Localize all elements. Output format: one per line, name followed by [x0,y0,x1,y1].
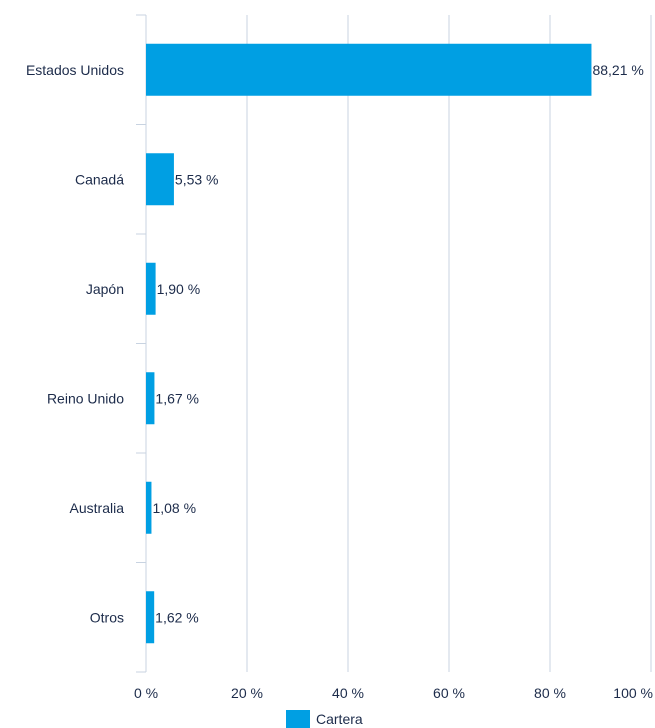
category-label: Reino Unido [47,390,124,406]
bar [146,43,592,96]
data-label: 5,53 % [175,171,219,187]
bar [146,372,155,425]
x-tick-label: 80 % [534,685,566,701]
data-label: 1,90 % [157,281,201,297]
x-tick-label: 40 % [332,685,364,701]
legend: Cartera [286,710,363,728]
bar [146,153,174,206]
category-label: Australia [70,500,125,516]
y-axis [136,14,147,673]
bars [146,43,592,644]
category-label: Canadá [75,171,124,187]
data-label: 1,62 % [155,609,199,625]
data-label: 88,21 % [592,62,643,78]
x-tick-label: 20 % [231,685,263,701]
legend-swatch [286,710,310,728]
bar [146,262,156,315]
legend-label: Cartera [316,711,363,727]
x-axis-tick-labels: 0 % 20 % 40 % 60 % 80 % 100 % [134,685,653,701]
x-tick-label: 0 % [134,685,158,701]
category-label: Japón [86,281,124,297]
category-label: Otros [90,609,124,625]
x-tick-label: 100 % [613,685,653,701]
x-tick-label: 60 % [433,685,465,701]
category-labels: Estados Unidos Canadá Japón Reino Unido Aust… [26,62,124,626]
bar [146,481,152,534]
bar [146,591,155,644]
category-label: Estados Unidos [26,62,124,78]
grid-lines [246,15,652,672]
data-label: 1,08 % [152,500,196,516]
data-labels: 88,21 % 5,53 % 1,90 % 1,67 % 1,08 % 1,62 % [152,62,643,626]
data-label: 1,67 % [155,390,199,406]
